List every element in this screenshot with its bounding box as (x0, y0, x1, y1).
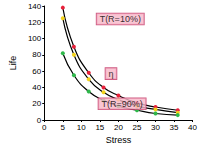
svg-text:15: 15 (95, 123, 104, 132)
svg-text:η: η (108, 69, 113, 79)
svg-text:140: 140 (28, 2, 42, 11)
svg-text:20: 20 (32, 99, 41, 108)
svg-text:30: 30 (151, 123, 160, 132)
svg-text:20: 20 (114, 123, 123, 132)
svg-text:120: 120 (28, 18, 42, 27)
svg-text:25: 25 (132, 123, 141, 132)
svg-text:40: 40 (32, 83, 41, 92)
svg-text:100: 100 (28, 34, 42, 43)
svg-text:10: 10 (77, 123, 86, 132)
svg-text:T(R=90%): T(R=90%) (101, 99, 142, 109)
svg-text:5: 5 (61, 123, 66, 132)
svg-text:0: 0 (42, 123, 47, 132)
svg-text:Stress: Stress (106, 135, 132, 145)
svg-text:80: 80 (32, 50, 41, 59)
svg-text:Life: Life (8, 56, 18, 71)
svg-text:0: 0 (36, 115, 42, 125)
svg-text:T(R=10%): T(R=10%) (100, 14, 141, 24)
svg-text:35: 35 (170, 123, 179, 132)
svg-text:40: 40 (188, 123, 197, 132)
svg-text:60: 60 (32, 67, 41, 76)
